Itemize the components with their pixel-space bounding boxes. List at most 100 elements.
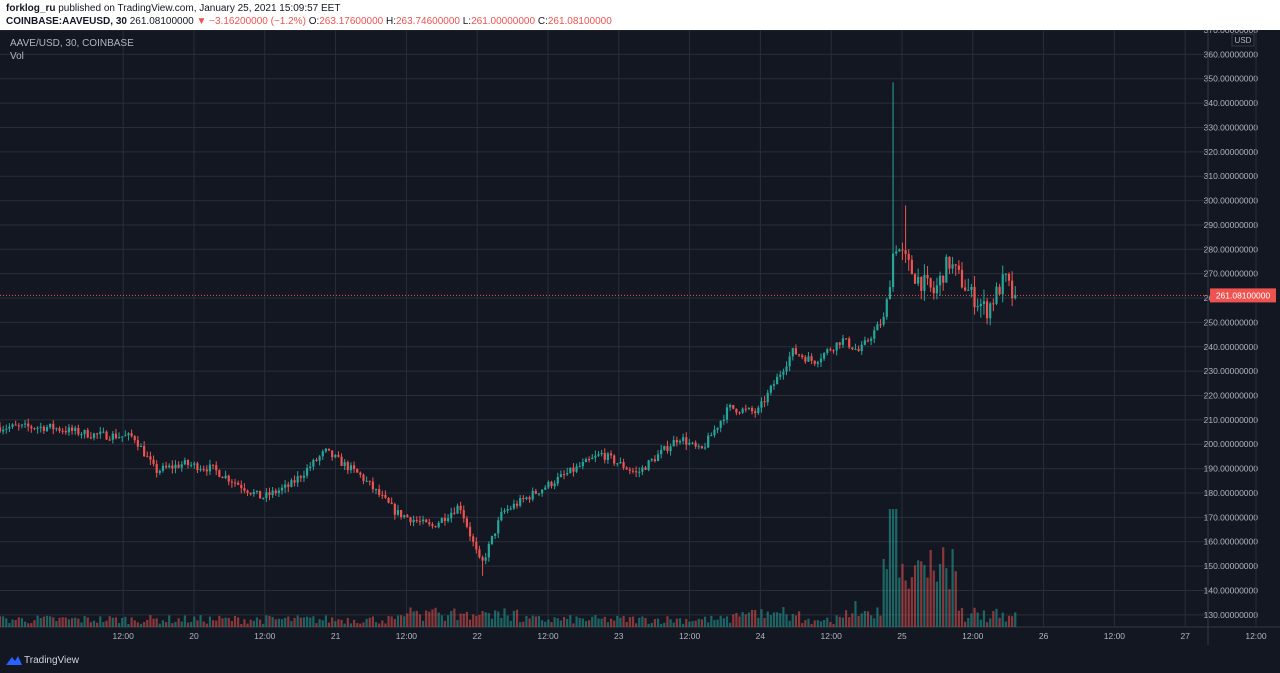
chart-area[interactable]: 370.00000000 360.00000000 350.00000000 340.… — [0, 25, 1280, 645]
volume-bar — [431, 609, 434, 627]
volume-bar — [992, 611, 995, 627]
volume-bar — [976, 612, 979, 627]
candle-body — [340, 456, 343, 466]
volume-bar — [252, 620, 255, 627]
volume-bar — [280, 619, 284, 627]
volume-bar — [581, 618, 584, 627]
candle-body — [406, 515, 409, 518]
volume-bar — [791, 613, 794, 627]
volume-legend[interactable]: Vol — [10, 51, 24, 62]
candle-body — [390, 502, 393, 504]
candle-body — [515, 503, 519, 506]
volume-bar — [597, 618, 600, 627]
volume-bar — [14, 619, 17, 627]
candle-body — [64, 430, 67, 433]
candle-body — [484, 557, 487, 561]
candle-body — [1014, 295, 1017, 299]
volume-bar — [262, 623, 265, 627]
candle-body — [23, 423, 27, 425]
candle-body — [932, 287, 935, 294]
candle-body — [722, 419, 725, 421]
candle-body — [61, 430, 64, 432]
candle-body — [102, 431, 105, 433]
volume-bar — [688, 621, 691, 627]
candle-body — [697, 446, 700, 448]
volume-bar — [196, 620, 199, 627]
volume-bar — [211, 620, 215, 627]
volume-bar — [841, 617, 845, 627]
candle-body — [450, 512, 453, 519]
y-tick-label: 270.00000000 — [1204, 269, 1259, 279]
candle-body — [556, 476, 559, 484]
volume-bar — [932, 570, 935, 627]
publisher-name[interactable]: forklog_ru — [6, 3, 56, 14]
volume-bar — [456, 620, 459, 627]
candle-body — [716, 427, 719, 430]
candle-body — [233, 482, 237, 484]
x-tick-label: 27 — [1180, 631, 1190, 641]
volume-bar — [600, 618, 603, 627]
candle-body — [998, 286, 1001, 295]
candle-body — [776, 376, 779, 385]
series-legend[interactable]: AAVE/USD, 30, COINBASE — [10, 38, 134, 49]
volume-bar — [644, 617, 647, 627]
candle-body — [788, 356, 791, 367]
candle-body — [519, 497, 522, 506]
candle-body — [196, 463, 199, 471]
candle-body — [628, 469, 631, 471]
volume-bar — [428, 611, 431, 627]
volume-bar — [374, 622, 378, 627]
candle-body — [349, 465, 353, 471]
candle-body — [299, 476, 302, 478]
candle-body — [547, 481, 550, 488]
open-value: 263.17600000 — [319, 16, 384, 27]
tradingview-logo-icon[interactable] — [6, 655, 22, 665]
volume-bar — [744, 614, 747, 627]
volume-bar — [685, 618, 688, 627]
volume-bar — [766, 611, 769, 627]
volume-bar — [907, 588, 910, 627]
candle-body — [631, 470, 635, 472]
volume-bar — [998, 617, 1001, 627]
volume-bar — [669, 619, 672, 627]
volume-bar — [399, 615, 403, 627]
volume-bar — [1001, 612, 1004, 627]
candle-body — [321, 451, 324, 457]
candle-body — [951, 264, 954, 269]
candle-body — [782, 371, 785, 375]
candle-body — [171, 465, 174, 469]
y-tick-label: 290.00000000 — [1204, 220, 1259, 230]
volume-bar — [490, 618, 494, 627]
candle-body — [829, 349, 832, 351]
candle-body — [52, 423, 55, 430]
volume-bar — [863, 610, 866, 627]
candle-body — [462, 510, 465, 519]
candle-body — [769, 385, 772, 393]
candle-body — [675, 440, 678, 443]
candle-body — [293, 480, 296, 483]
candle-body — [227, 475, 230, 482]
volume-bar — [625, 621, 628, 627]
candlestick-chart[interactable]: 370.00000000 360.00000000 350.00000000 340.… — [0, 25, 1280, 645]
tradingview-brand[interactable]: TradingView — [24, 655, 80, 666]
candle-body — [522, 497, 525, 500]
candle-body — [255, 490, 259, 492]
candle-body — [1007, 273, 1011, 281]
candle-body — [221, 476, 224, 479]
candle-body — [387, 497, 390, 503]
high-label: H: — [386, 16, 396, 27]
candle-body — [591, 457, 594, 460]
volume-bar — [487, 613, 490, 627]
candle-body — [5, 428, 8, 430]
volume-bar — [274, 619, 277, 627]
candle-body — [957, 265, 960, 270]
volume-bar — [716, 619, 719, 627]
volume-bar — [349, 623, 353, 627]
volume-bar — [691, 621, 694, 627]
y-tick-label: 130.00000000 — [1204, 610, 1259, 620]
candle-body — [218, 470, 221, 477]
candle-body — [694, 442, 697, 447]
volume-bar — [838, 616, 841, 627]
candle-body — [810, 356, 813, 361]
volume-bar — [205, 623, 208, 627]
